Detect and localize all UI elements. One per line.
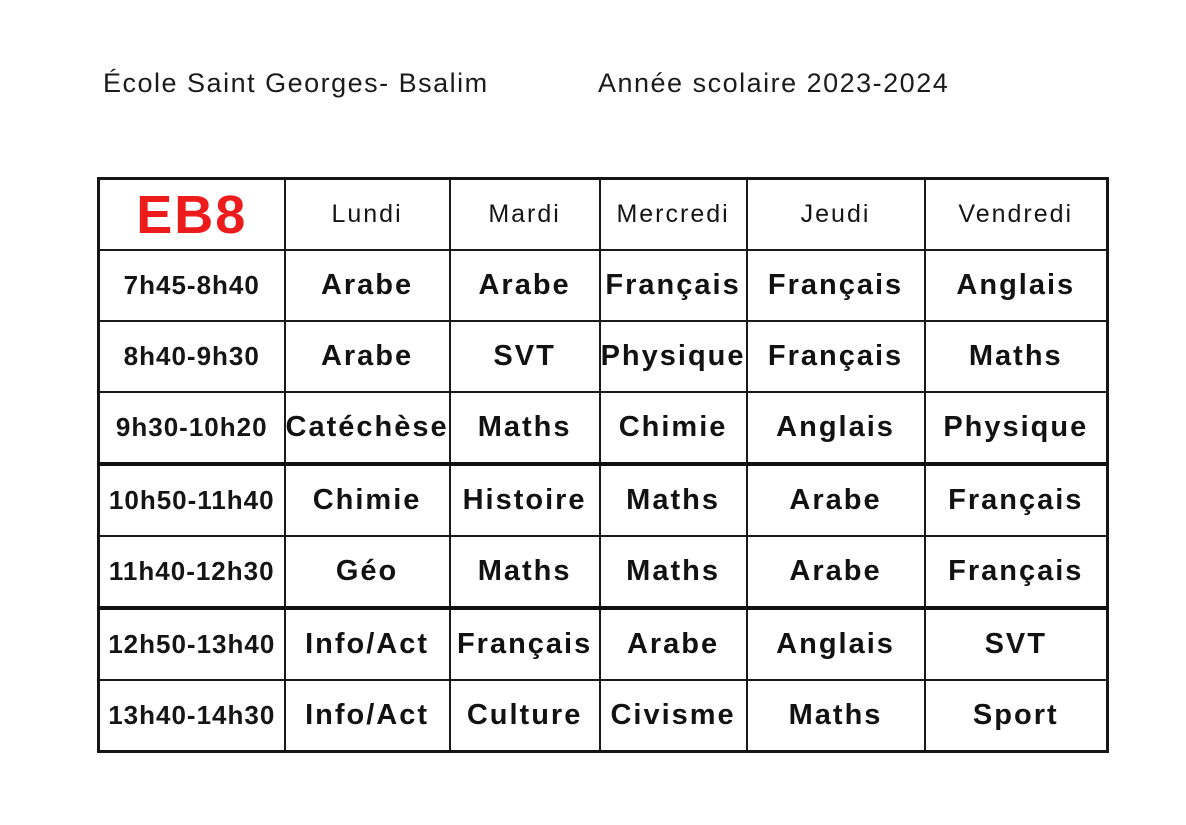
subject-cell: Maths (598, 535, 748, 609)
day-header: Vendredi (923, 177, 1109, 251)
subject-cell: Catéchèse (283, 391, 451, 465)
subject-cell: Français (923, 535, 1109, 609)
time-cell: 9h30-10h20 (97, 391, 286, 465)
table-row: 7h45-8h40 Arabe Arabe Français Français Angla… (97, 249, 1109, 322)
time-cell: 12h50-13h40 (97, 606, 286, 681)
subject-cell: Anglais (745, 606, 926, 681)
subject-cell: SVT (448, 320, 601, 393)
time-cell: 11h40-12h30 (97, 535, 286, 609)
timetable-header-row: EB8 Lundi Mardi Mercredi Jeudi Vendredi (97, 177, 1109, 251)
table-row: 13h40-14h30 Info/Act Culture Civisme Maths Sp… (97, 679, 1109, 753)
table-row: 9h30-10h20 Catéchèse Maths Chimie Anglais Phy… (97, 391, 1109, 465)
subject-cell: Maths (923, 320, 1109, 393)
subject-cell: Français (745, 249, 926, 322)
time-cell: 7h45-8h40 (97, 249, 286, 322)
subject-cell: Maths (745, 679, 926, 753)
subject-cell: Culture (448, 679, 601, 753)
subject-cell: Arabe (448, 249, 601, 322)
subject-cell: Sport (923, 679, 1109, 753)
day-header: Mardi (448, 177, 601, 251)
subject-cell: Arabe (283, 320, 451, 393)
school-name: École Saint Georges- Bsalim (103, 68, 489, 98)
subject-cell: Français (745, 320, 926, 393)
subject-cell: Civisme (598, 679, 748, 753)
subject-cell: Français (923, 462, 1109, 537)
subject-cell: Arabe (745, 535, 926, 609)
timetable: EB8 Lundi Mardi Mercredi Jeudi Vendredi 7h45… (97, 177, 1110, 753)
table-row: 11h40-12h30 Géo Maths Maths Arabe Français (97, 535, 1109, 609)
subject-cell: Physique (598, 320, 748, 393)
table-row: 12h50-13h40 Info/Act Français Arabe Anglais S… (97, 606, 1109, 681)
subject-cell: Français (598, 249, 748, 322)
time-cell: 13h40-14h30 (97, 679, 286, 753)
subject-cell: Physique (923, 391, 1109, 465)
subject-cell: Chimie (598, 391, 748, 465)
subject-cell: Arabe (283, 249, 451, 322)
subject-cell: Info/Act (283, 679, 451, 753)
subject-cell: Maths (448, 391, 601, 465)
subject-cell: SVT (923, 606, 1109, 681)
subject-cell: Chimie (283, 462, 451, 537)
subject-cell: Arabe (745, 462, 926, 537)
table-row: 10h50-11h40 Chimie Histoire Maths Arabe Franç… (97, 462, 1109, 537)
subject-cell: Histoire (448, 462, 601, 537)
day-header: Lundi (283, 177, 451, 251)
day-header: Mercredi (598, 177, 748, 251)
table-row: 8h40-9h30 Arabe SVT Physique Français Maths (97, 320, 1109, 393)
class-label: EB8 (97, 177, 286, 251)
school-year: Année scolaire 2023-2024 (598, 68, 950, 98)
subject-cell: Info/Act (283, 606, 451, 681)
subject-cell: Maths (598, 462, 748, 537)
subject-cell: Français (448, 606, 601, 681)
subject-cell: Géo (283, 535, 451, 609)
subject-cell: Maths (448, 535, 601, 609)
timetable-body: 7h45-8h40 Arabe Arabe Français Français Angla… (97, 249, 1109, 753)
time-cell: 10h50-11h40 (97, 462, 286, 537)
subject-cell: Anglais (745, 391, 926, 465)
time-cell: 8h40-9h30 (97, 320, 286, 393)
day-header: Jeudi (745, 177, 926, 251)
subject-cell: Arabe (598, 606, 748, 681)
subject-cell: Anglais (923, 249, 1109, 322)
